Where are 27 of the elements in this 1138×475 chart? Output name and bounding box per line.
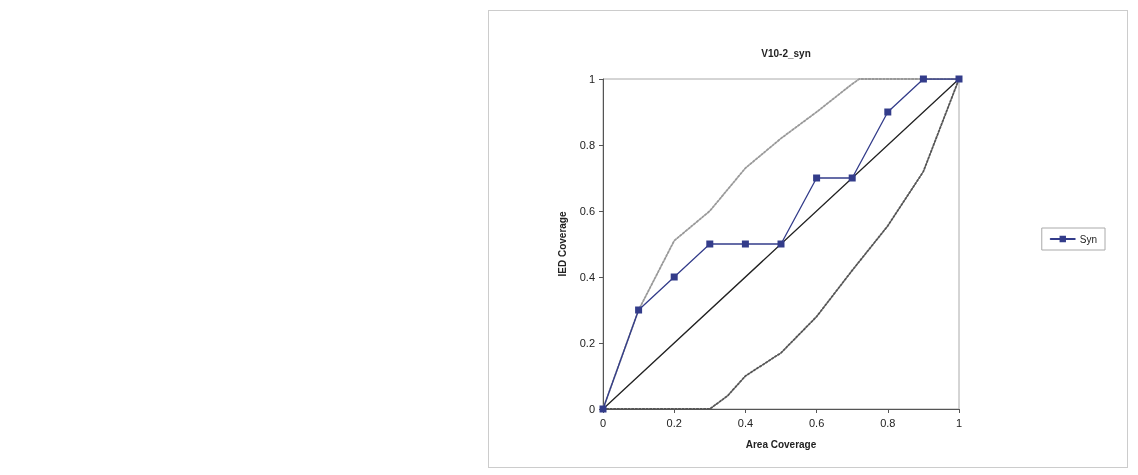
- y-axis-title: IED Coverage: [556, 211, 568, 277]
- legend-label: Syn: [1079, 233, 1097, 245]
- y-tick-label: 1: [588, 73, 595, 85]
- point: [741, 240, 749, 248]
- x-tick-label: 0.6: [808, 416, 825, 429]
- x-tick-label: 0.2: [666, 416, 682, 429]
- point: [599, 405, 607, 413]
- point: [670, 273, 678, 281]
- point: [813, 174, 821, 182]
- y-tick-label: 0.4: [579, 271, 595, 283]
- chart-title: V10-2_syn: [761, 47, 811, 59]
- point: [848, 174, 856, 182]
- x-tick-label: 0.4: [737, 416, 754, 429]
- x-tick-label: 0: [599, 416, 607, 429]
- y-tick-label: 0.2: [579, 337, 595, 349]
- point: [919, 75, 927, 83]
- y-tick-label: 0: [588, 403, 595, 415]
- point: [777, 240, 785, 248]
- point: [706, 240, 714, 248]
- x-tick-label: 1: [955, 416, 963, 429]
- point: [884, 108, 892, 116]
- y-tick-label: 0.6: [579, 205, 595, 217]
- y-tick-label: 0.8: [579, 139, 595, 151]
- point: [635, 306, 643, 314]
- x-axis-title: Area Coverage: [745, 438, 817, 450]
- x-tick-label: 0.8: [880, 416, 896, 429]
- point: [955, 75, 963, 83]
